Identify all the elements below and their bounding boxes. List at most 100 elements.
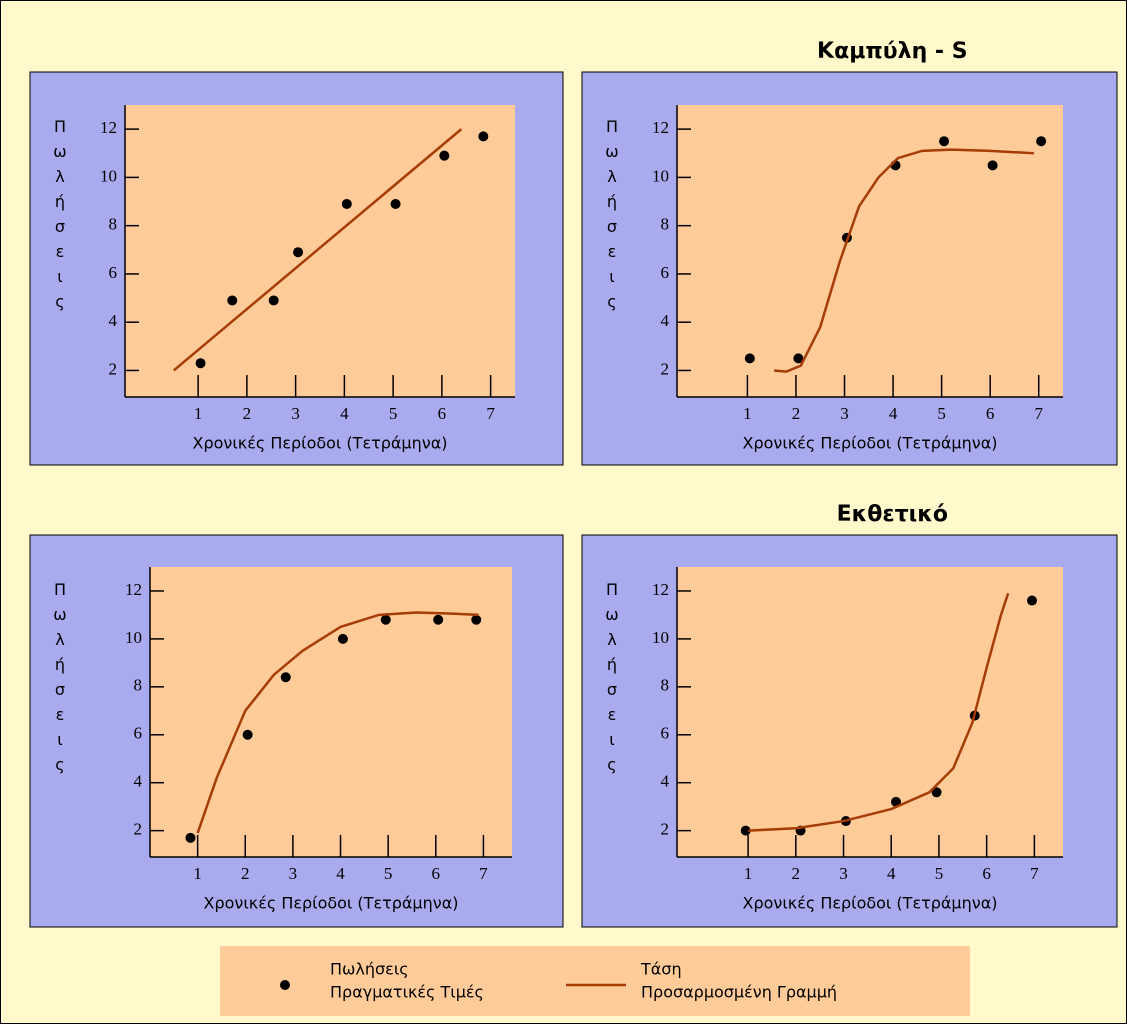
legend-description: Προσαρμοσμένη Γραμμή (641, 983, 837, 1002)
data-point (987, 160, 998, 171)
data-point (891, 796, 902, 807)
trend-line (196, 611, 479, 834)
plot-area (125, 105, 515, 397)
y-tick-label: 10 (652, 628, 669, 647)
data-point (744, 353, 755, 364)
y-tick-label: 8 (109, 215, 118, 234)
trend-line (172, 128, 463, 372)
data-point (931, 787, 942, 798)
y-tick-label: 2 (661, 359, 670, 378)
data-point (227, 295, 238, 306)
legend-box (220, 946, 970, 1016)
y-tick-label: 12 (652, 118, 669, 137)
data-point (341, 198, 352, 209)
x-tick-label: 2 (792, 864, 801, 883)
y-tick-label: 6 (661, 263, 670, 282)
x-tick-label: 2 (241, 864, 250, 883)
data-point (471, 614, 482, 625)
data-point (390, 198, 401, 209)
data-point (939, 136, 950, 147)
y-axis-label: Πωλήσεις (603, 580, 622, 780)
x-tick-label: 4 (889, 404, 898, 423)
data-point (793, 353, 804, 364)
y-tick-label: 2 (661, 820, 670, 839)
data-point (268, 295, 279, 306)
y-tick-label: 6 (134, 724, 143, 743)
legend-name: Πωλήσεις (330, 960, 409, 979)
data-point (439, 150, 450, 161)
data-point (380, 614, 391, 625)
x-tick-label: 7 (486, 404, 495, 423)
x-tick-label: 6 (432, 864, 441, 883)
y-tick-label: 6 (109, 263, 118, 282)
x-tick-label: 5 (935, 864, 944, 883)
x-tick-label: 5 (937, 404, 946, 423)
y-tick-label: 2 (109, 359, 118, 378)
legend-description: Πραγματικές Τιμές (330, 983, 484, 1002)
x-tick-label: 4 (336, 864, 345, 883)
chart-title: Καμπύλη - S (817, 39, 968, 64)
x-tick-label: 5 (384, 864, 393, 883)
y-tick-label: 10 (100, 166, 117, 185)
data-point (478, 131, 489, 142)
y-tick-label: 4 (661, 772, 670, 791)
trend-line (748, 592, 1010, 832)
y-tick-label: 10 (125, 628, 142, 647)
y-axis-label: Πωλήσεις (51, 117, 70, 317)
y-tick-label: 12 (100, 118, 117, 137)
x-tick-label: 1 (743, 404, 752, 423)
x-tick-label: 4 (887, 864, 896, 883)
x-tick-label: 3 (291, 404, 300, 423)
x-axis-label: Χρονικές Περίοδοι (Τετράμηνα) (193, 434, 448, 453)
x-axis-label: Χρονικές Περίοδοι (Τετράμηνα) (743, 894, 998, 913)
chart-title: Εκθετικό (837, 502, 948, 527)
x-tick-label: 5 (389, 404, 398, 423)
y-tick-label: 4 (109, 311, 118, 330)
x-tick-label: 6 (982, 864, 991, 883)
y-tick-label: 8 (661, 676, 670, 695)
y-tick-label: 8 (661, 215, 670, 234)
y-tick-label: 4 (134, 772, 143, 791)
legend-name: Τάση (640, 960, 682, 979)
data-point (337, 633, 348, 644)
x-tick-label: 3 (839, 864, 848, 883)
data-point (1036, 136, 1047, 147)
plot-area (150, 567, 512, 857)
x-tick-label: 1 (744, 864, 753, 883)
data-point (1026, 595, 1037, 606)
data-point (433, 614, 444, 625)
plot-area (677, 105, 1063, 397)
x-tick-label: 2 (792, 404, 801, 423)
x-tick-label: 3 (840, 404, 849, 423)
data-point (280, 672, 291, 683)
data-point (293, 247, 304, 258)
x-tick-label: 7 (1030, 864, 1039, 883)
x-tick-label: 1 (194, 404, 203, 423)
plot-area (677, 567, 1063, 857)
data-point (740, 825, 751, 836)
data-point (185, 832, 196, 843)
x-tick-label: 1 (193, 864, 202, 883)
data-point (195, 358, 206, 369)
x-tick-label: 7 (479, 864, 488, 883)
x-axis-label: Χρονικές Περίοδοι (Τετράμηνα) (204, 894, 459, 913)
trend-line (773, 148, 1034, 373)
data-point (242, 729, 253, 740)
x-tick-label: 6 (986, 404, 995, 423)
y-tick-label: 6 (661, 724, 670, 743)
x-tick-label: 4 (340, 404, 349, 423)
x-tick-label: 2 (243, 404, 252, 423)
x-tick-label: 6 (438, 404, 447, 423)
y-tick-label: 12 (125, 580, 142, 599)
y-tick-label: 10 (652, 166, 669, 185)
legend-marker (280, 980, 290, 990)
x-tick-label: 7 (1034, 404, 1043, 423)
x-tick-label: 3 (289, 864, 298, 883)
y-tick-label: 4 (661, 311, 670, 330)
y-tick-label: 8 (134, 676, 143, 695)
y-axis-label: Πωλήσεις (603, 117, 622, 317)
y-tick-label: 2 (134, 820, 143, 839)
x-axis-label: Χρονικές Περίοδοι (Τετράμηνα) (743, 434, 998, 453)
